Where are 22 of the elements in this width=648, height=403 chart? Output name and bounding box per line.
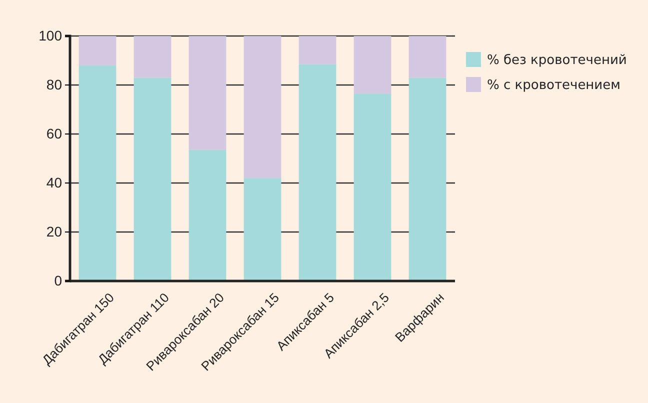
y-tick-label: 0	[54, 272, 62, 288]
bar	[408, 78, 446, 281]
bar	[298, 36, 336, 64]
legend-label: % без кровотечений	[487, 53, 627, 68]
bar	[244, 178, 282, 281]
bar	[188, 150, 226, 281]
bar	[188, 36, 226, 150]
bar	[408, 36, 446, 78]
y-tick-label: 100	[38, 27, 62, 44]
y-tick-label: 80	[46, 76, 62, 92]
y-tick-label: 20	[46, 223, 62, 240]
bar	[298, 64, 336, 281]
y-tick-label: 60	[46, 125, 62, 142]
bar	[134, 78, 172, 281]
y-tick-label: 40	[46, 174, 62, 190]
bar	[78, 65, 116, 281]
bar	[354, 36, 392, 94]
bar	[134, 36, 172, 78]
legend-label: % с кровотечением	[487, 78, 620, 93]
bar	[244, 36, 282, 178]
bar	[78, 36, 116, 66]
bar	[354, 94, 392, 281]
